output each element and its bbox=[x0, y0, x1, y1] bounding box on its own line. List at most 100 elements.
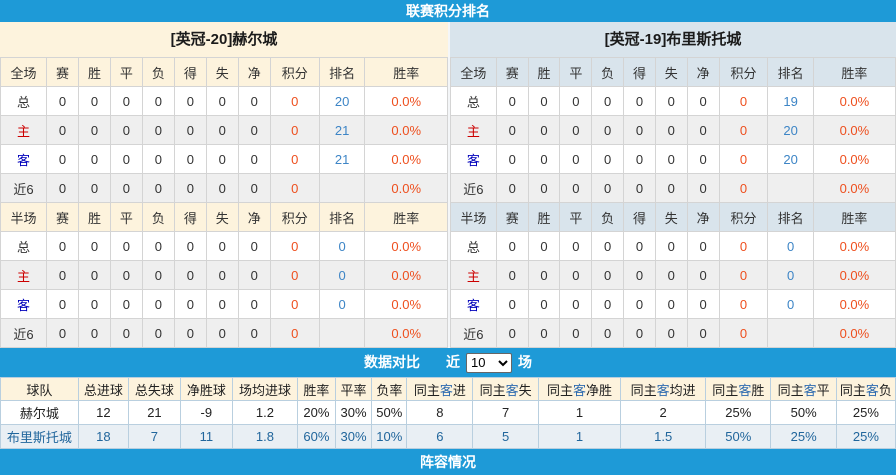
points-value: 0 bbox=[718, 318, 769, 348]
comparison-column-header: 总进球 bbox=[77, 377, 129, 401]
stat-value: 0 bbox=[527, 318, 561, 348]
rank-value: 20 bbox=[767, 115, 814, 145]
comparison-column-header: 场均进球 bbox=[231, 377, 299, 401]
rank-value: 20 bbox=[767, 144, 814, 174]
stat-value: 0 bbox=[109, 86, 143, 116]
column-header: 排名 bbox=[318, 202, 366, 232]
comparison-header-row: 球队 总进球 总失球 净胜球 场均进球 胜率 平率 负率 同主客进 同主客失 同主客净胜 同主客均进同… bbox=[0, 377, 896, 401]
data-compare-title: 数据对比 bbox=[364, 354, 420, 370]
column-header: 平 bbox=[559, 202, 593, 232]
stat-value: 0 bbox=[205, 260, 239, 290]
stat-value: 0 bbox=[623, 115, 656, 145]
comparison-value: 25% bbox=[835, 400, 896, 425]
stat-value: 0 bbox=[559, 260, 593, 290]
stat-value: 0 bbox=[495, 231, 529, 261]
comparison-value: 21 bbox=[127, 400, 181, 425]
stat-value: 0 bbox=[591, 173, 625, 203]
points-value: 0 bbox=[269, 318, 320, 348]
league-ranking-title: 联赛积分排名 bbox=[406, 3, 490, 19]
stat-value: 0 bbox=[173, 318, 207, 348]
comparison-value: 8 bbox=[406, 400, 474, 425]
column-header: 得 bbox=[623, 202, 656, 232]
stat-value: 0 bbox=[495, 115, 529, 145]
comparison-column-header: 同主客平 bbox=[770, 377, 837, 401]
comparison-value: 25% bbox=[705, 400, 772, 425]
rank-value: 0 bbox=[767, 260, 814, 290]
points-value: 0 bbox=[269, 260, 320, 290]
points-value: 0 bbox=[269, 289, 320, 319]
comparison-column-header: 同主客进 bbox=[406, 377, 474, 401]
stat-value: 0 bbox=[237, 260, 271, 290]
stat-value: 0 bbox=[173, 289, 207, 319]
stat-value: 0 bbox=[654, 86, 688, 116]
comparison-table: 球队 总进球 总失球 净胜球 场均进球 胜率 平率 负率 同主客进 同主客失 同主客净胜 同主客均进同… bbox=[0, 377, 896, 449]
winrate-value: 0.0% bbox=[364, 318, 448, 348]
stat-value: 0 bbox=[77, 260, 111, 290]
stat-value: 0 bbox=[237, 289, 271, 319]
comparison-column-header: 胜率 bbox=[297, 377, 336, 401]
stats-row: 主 0 0 0 0 0 0 0 0 20 0.0% bbox=[450, 115, 896, 145]
recent-games-select[interactable]: 10 bbox=[466, 352, 512, 373]
column-header: 得 bbox=[173, 202, 207, 232]
stat-value: 0 bbox=[591, 86, 625, 116]
stats-row: 总 0 0 0 0 0 0 0 0 0 0.0% bbox=[450, 231, 896, 261]
stat-value: 0 bbox=[591, 231, 625, 261]
comparison-value: 50% bbox=[770, 400, 837, 425]
row-label: 主 bbox=[0, 260, 48, 290]
stat-value: 0 bbox=[591, 260, 625, 290]
rank-value bbox=[767, 318, 814, 348]
stat-value: 0 bbox=[205, 115, 239, 145]
stat-value: 0 bbox=[559, 173, 593, 203]
team-title-home: [英冠-20]赫尔城 bbox=[0, 22, 448, 57]
scope-header: 全场 bbox=[0, 57, 48, 87]
team-stats-table-home: 全场赛胜平负得失净积分 排名 胜率总 0 0 0 0 0 0 0 0 20 0.0% 主 0 0 0 0 0 0 0 0 2… bbox=[0, 57, 448, 348]
rank-value: 21 bbox=[318, 144, 366, 174]
column-header: 净 bbox=[237, 57, 271, 87]
stat-value: 0 bbox=[495, 144, 529, 174]
stats-header-row: 半场赛胜平负得失净积分 排名 胜率 bbox=[450, 202, 896, 232]
stat-value: 0 bbox=[109, 318, 143, 348]
points-value: 0 bbox=[718, 260, 769, 290]
stat-value: 0 bbox=[686, 318, 720, 348]
points-value: 0 bbox=[718, 231, 769, 261]
row-label: 主 bbox=[0, 115, 48, 145]
comparison-value: 2 bbox=[620, 400, 707, 425]
stat-value: 0 bbox=[623, 173, 656, 203]
column-header: 赛 bbox=[46, 57, 79, 87]
points-value: 0 bbox=[269, 231, 320, 261]
section-header-data-compare: 数据对比 近 10 场 bbox=[0, 348, 896, 377]
row-label: 近6 bbox=[0, 318, 48, 348]
stat-value: 0 bbox=[77, 318, 111, 348]
stat-value: 0 bbox=[205, 289, 239, 319]
winrate-value: 0.0% bbox=[364, 115, 448, 145]
stat-value: 0 bbox=[109, 115, 143, 145]
stat-value: 0 bbox=[109, 289, 143, 319]
comparison-column-header: 同主客净胜 bbox=[537, 377, 622, 401]
points-value: 0 bbox=[718, 173, 769, 203]
column-header: 胜率 bbox=[364, 57, 448, 87]
row-label: 主 bbox=[450, 115, 497, 145]
comparison-value: 5 bbox=[472, 424, 539, 449]
column-header: 得 bbox=[623, 57, 656, 87]
stat-value: 0 bbox=[559, 289, 593, 319]
stat-value: 0 bbox=[654, 318, 688, 348]
stats-header-row: 全场赛胜平负得失净积分 排名 胜率 bbox=[450, 57, 896, 87]
winrate-value: 0.0% bbox=[812, 144, 896, 174]
stat-value: 0 bbox=[173, 231, 207, 261]
stat-value: 0 bbox=[527, 260, 561, 290]
column-header: 胜 bbox=[527, 202, 561, 232]
comparison-value: 20% bbox=[297, 400, 336, 425]
comparison-value: 11 bbox=[179, 424, 233, 449]
team-stats-tables: [英冠-20]赫尔城 全场赛胜平负得失净积分 排名 胜率总 0 0 0 0 0 0 0 0 20 0.0… bbox=[0, 22, 896, 348]
stat-value: 0 bbox=[591, 318, 625, 348]
stat-value: 0 bbox=[686, 115, 720, 145]
stat-value: 0 bbox=[77, 289, 111, 319]
column-header: 平 bbox=[109, 57, 143, 87]
comparison-value: 1 bbox=[537, 400, 622, 425]
column-header: 排名 bbox=[318, 57, 366, 87]
column-header: 积分 bbox=[269, 57, 320, 87]
row-label: 总 bbox=[0, 86, 48, 116]
team-name-cell: 赫尔城 bbox=[0, 400, 79, 425]
column-header: 胜 bbox=[527, 57, 561, 87]
stat-value: 0 bbox=[77, 115, 111, 145]
